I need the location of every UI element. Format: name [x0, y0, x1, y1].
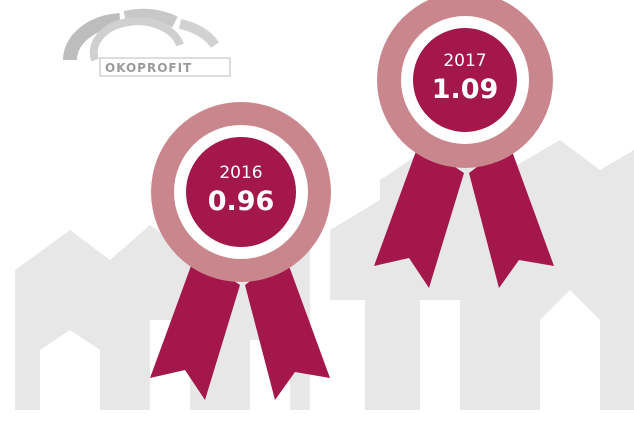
- ribbon-tail: [374, 143, 464, 288]
- ribbon-tail: [245, 255, 330, 400]
- award-value: 1.09: [432, 74, 499, 105]
- rosette-center: [186, 137, 296, 247]
- logo-text: OKOPROFIT: [105, 61, 192, 75]
- award-year: 2017: [443, 51, 486, 71]
- rosette: 2017 1.09: [374, 0, 554, 288]
- award-year: 2016: [219, 163, 262, 183]
- rosette: 2016 0.96: [150, 102, 331, 400]
- ribbon-tail: [469, 143, 554, 288]
- rosettes: 2016 0.96 2017 1.09: [150, 0, 554, 400]
- logo: OKOPROFIT: [62, 8, 231, 77]
- ribbon-tail: [150, 255, 240, 400]
- rosette-center: [413, 28, 517, 132]
- award-value: 0.96: [208, 186, 275, 217]
